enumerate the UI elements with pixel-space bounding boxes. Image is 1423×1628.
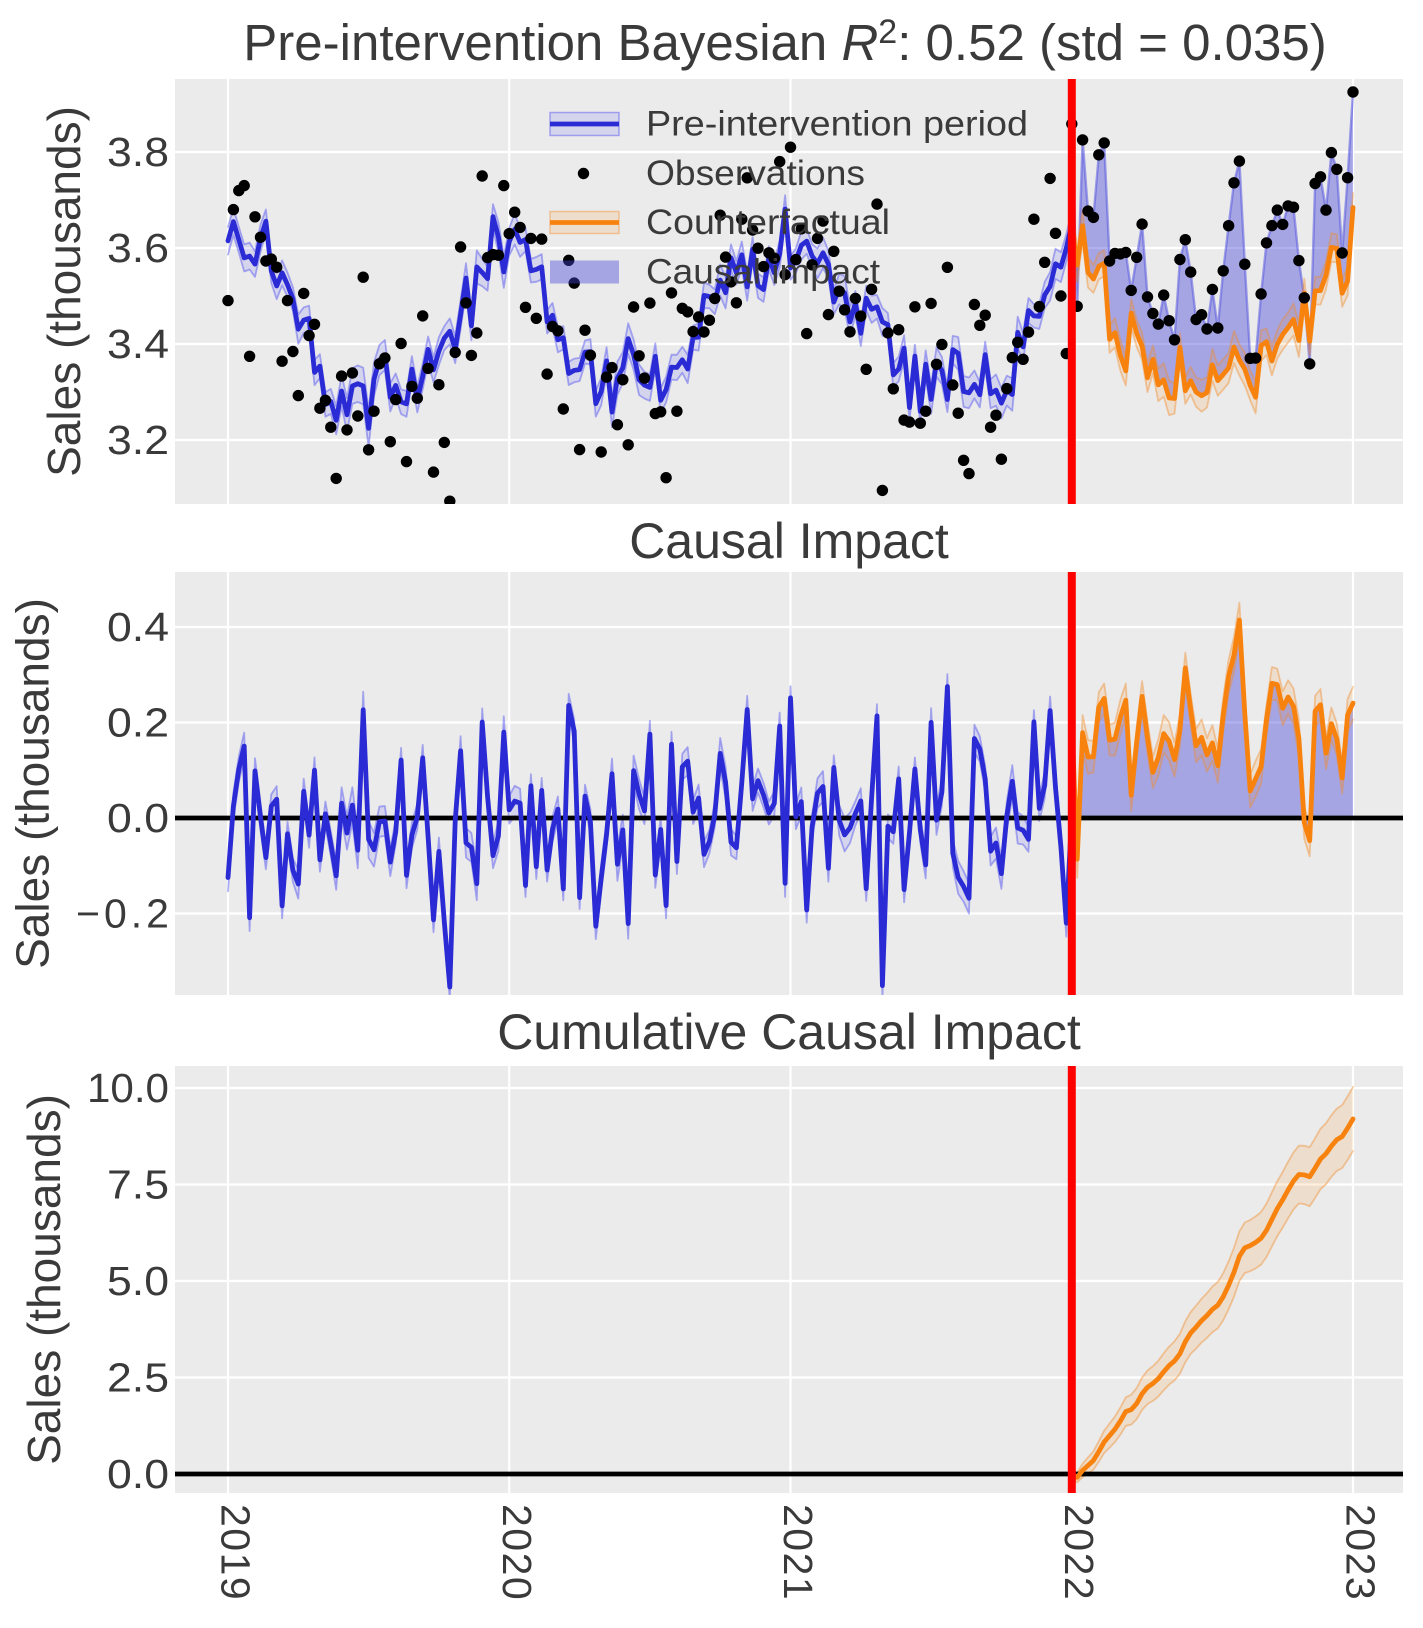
svg-text:Observations: Observations <box>646 154 865 193</box>
svg-text:2020: 2020 <box>494 1504 540 1601</box>
svg-text:0.2: 0.2 <box>107 700 169 746</box>
svg-text:0.0: 0.0 <box>107 1451 169 1497</box>
svg-text:Counterfactual: Counterfactual <box>646 203 890 242</box>
svg-text:−0.2: −0.2 <box>76 891 173 937</box>
svg-text:3.2: 3.2 <box>107 417 169 463</box>
svg-text:0.4: 0.4 <box>107 604 169 650</box>
svg-text:2021: 2021 <box>775 1504 821 1601</box>
svg-text:Causal impact: Causal impact <box>646 253 880 292</box>
svg-text:2022: 2022 <box>1056 1504 1102 1601</box>
svg-text:Pre-intervention Bayesian R2:: Pre-intervention Bayesian R2: 0.52 (std … <box>243 13 1326 71</box>
svg-text:Pre-intervention period: Pre-intervention period <box>646 105 1028 144</box>
svg-text:Sales (thousands): Sales (thousands) <box>6 598 58 969</box>
svg-text:7.5: 7.5 <box>107 1162 169 1208</box>
svg-text:0.0: 0.0 <box>107 795 169 841</box>
svg-text:10.0: 10.0 <box>87 1065 169 1111</box>
svg-text:3.8: 3.8 <box>107 129 169 175</box>
svg-text:Sales (thousands): Sales (thousands) <box>18 1094 70 1465</box>
svg-text:Cumulative Causal Impact: Cumulative Causal Impact <box>497 1004 1081 1060</box>
svg-text:3.4: 3.4 <box>107 321 169 367</box>
svg-text:Causal Impact: Causal Impact <box>629 513 949 569</box>
svg-text:3.6: 3.6 <box>107 225 169 271</box>
svg-text:2019: 2019 <box>213 1504 259 1601</box>
svg-text:Sales (thousands): Sales (thousands) <box>38 106 90 477</box>
svg-text:5.0: 5.0 <box>107 1258 169 1304</box>
svg-text:2.5: 2.5 <box>107 1355 169 1401</box>
svg-text:2023: 2023 <box>1338 1504 1384 1601</box>
